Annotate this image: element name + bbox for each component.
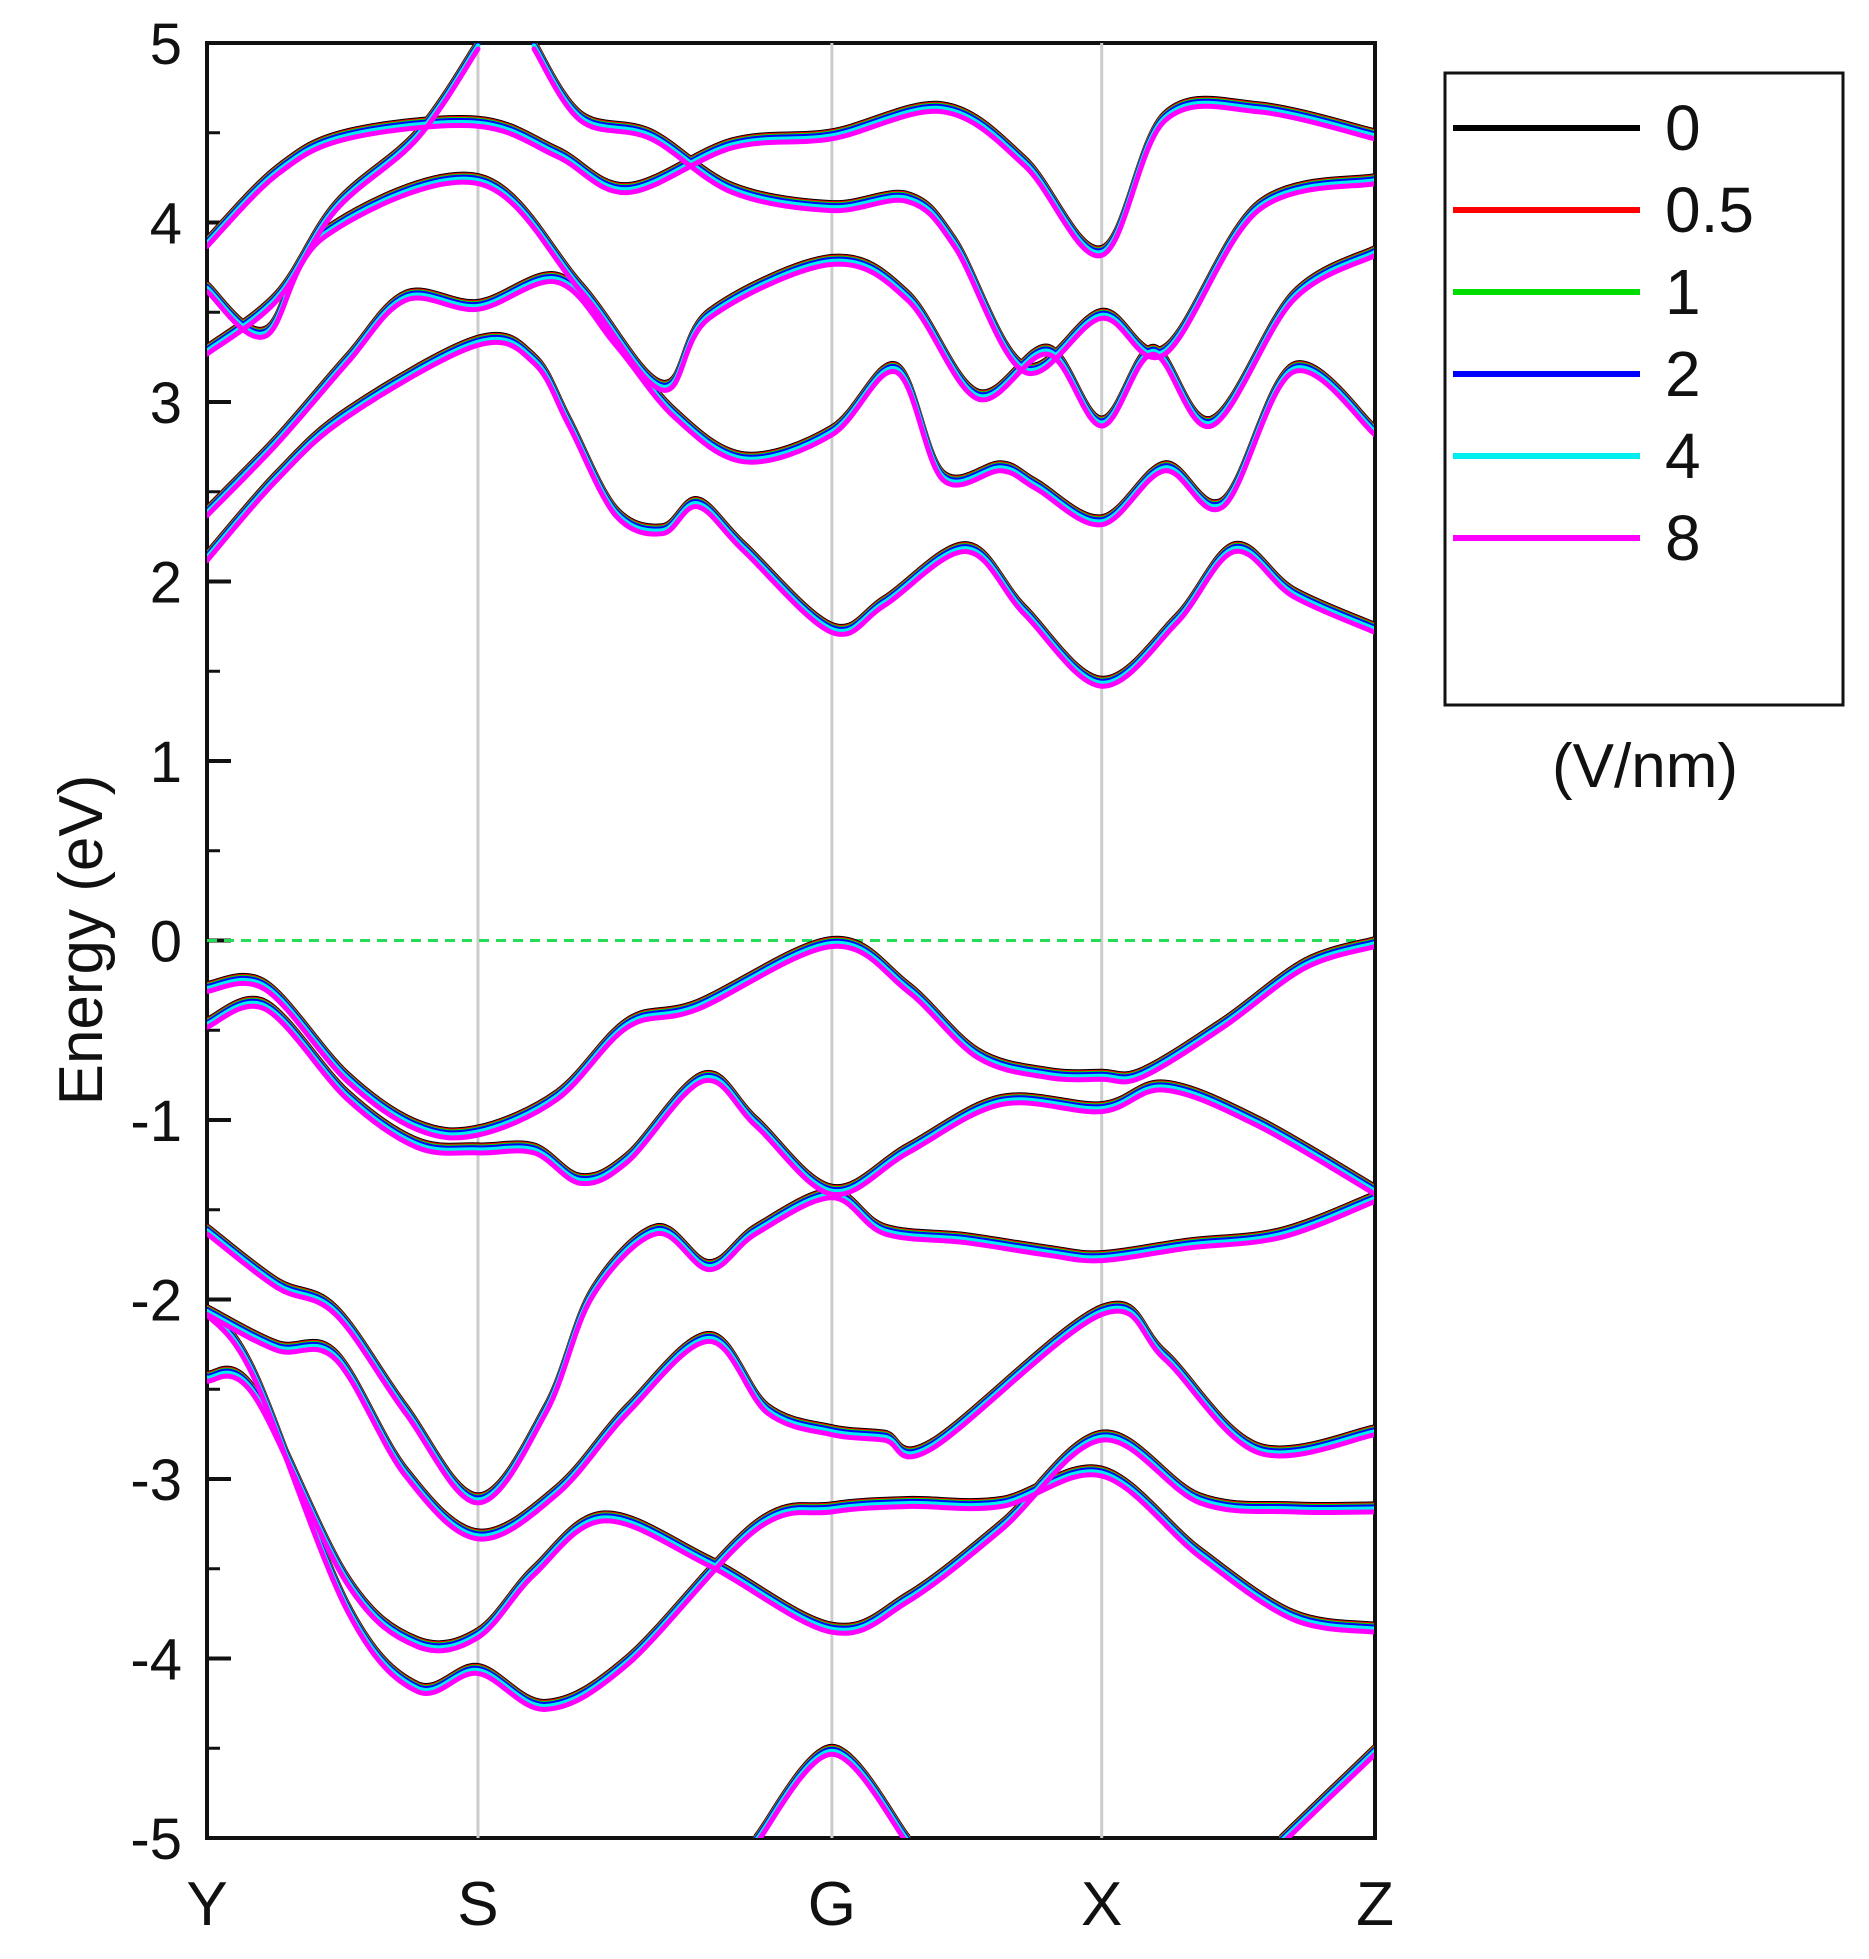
band-valence-8-field-8 (1284, 1752, 1374, 1838)
band-conduction-6-field-0 (532, 43, 1374, 369)
y-axis-label: Energy (eV) (47, 775, 116, 1106)
x-tick-label: G (808, 1870, 856, 1939)
x-tick-label: Z (1356, 1870, 1394, 1939)
legend-label-8: 8 (1665, 502, 1701, 574)
legend-label-0: 0 (1665, 92, 1701, 164)
y-tick-label: 1 (150, 730, 182, 795)
y-tick-label: -2 (130, 1269, 182, 1334)
band-valence-7-field-8 (757, 1751, 907, 1838)
y-axis-ticks: -5 -4 -3 -2 -1 0 1 2 3 4 5 (130, 12, 231, 1872)
y-tick-label: 2 (150, 551, 182, 616)
band-conduction-1-field-4 (207, 336, 1374, 686)
band-conduction-6-field-8 (531, 46, 1374, 377)
y-tick-label: -4 (130, 1628, 182, 1693)
legend-label-4: 4 (1665, 420, 1701, 492)
band-conduction-2-field-8 (207, 279, 1374, 528)
x-tick-label: S (457, 1870, 498, 1939)
x-tick-label: X (1081, 1870, 1122, 1939)
band-valence-2-field-8 (207, 1003, 1374, 1198)
y-tick-label: 0 (150, 910, 182, 975)
band-valence-3-field-0 (207, 1187, 1374, 1498)
band-conduction-3-field-8 (207, 179, 1374, 429)
band-conduction-1-field-8 (207, 339, 1374, 689)
y-tick-label: -5 (130, 1807, 182, 1872)
band-conduction-6-field-2 (531, 43, 1374, 372)
y-tick-label: -1 (130, 1089, 182, 1154)
legend: 0 0.5 1 2 4 8 (V/nm) (1443, 71, 1845, 801)
band-conduction-6-field-0.5 (531, 43, 1374, 370)
legend-label-1: 1 (1665, 256, 1701, 328)
band-valence-6-field-8 (207, 1312, 1374, 1712)
legend-label-0.5: 0.5 (1665, 174, 1754, 246)
band-conduction-6-field-1 (531, 43, 1374, 371)
legend-box (1443, 71, 1845, 707)
band-valence-1-field-8 (207, 943, 1374, 1141)
legend-label-2: 2 (1665, 338, 1701, 410)
band-valence-3-field-8 (207, 1195, 1374, 1506)
y-tick-label: 4 (150, 192, 182, 257)
band-conduction-5-field-8 (207, 46, 481, 357)
y-tick-label: -3 (130, 1448, 182, 1513)
band-lines (207, 43, 1374, 1838)
band-valence-4-field-8 (207, 1308, 1374, 1542)
y-tick-label: 5 (150, 12, 182, 77)
legend-unit: (V/nm) (1552, 732, 1738, 801)
band-conduction-2-field-4 (207, 276, 1374, 525)
series-field-8 (207, 46, 1374, 1838)
x-tick-label: Y (186, 1870, 227, 1939)
y-tick-label: 3 (150, 371, 182, 436)
band-conduction-4-field-8 (207, 103, 1374, 259)
band-valence-1-field-4 (207, 940, 1374, 1138)
